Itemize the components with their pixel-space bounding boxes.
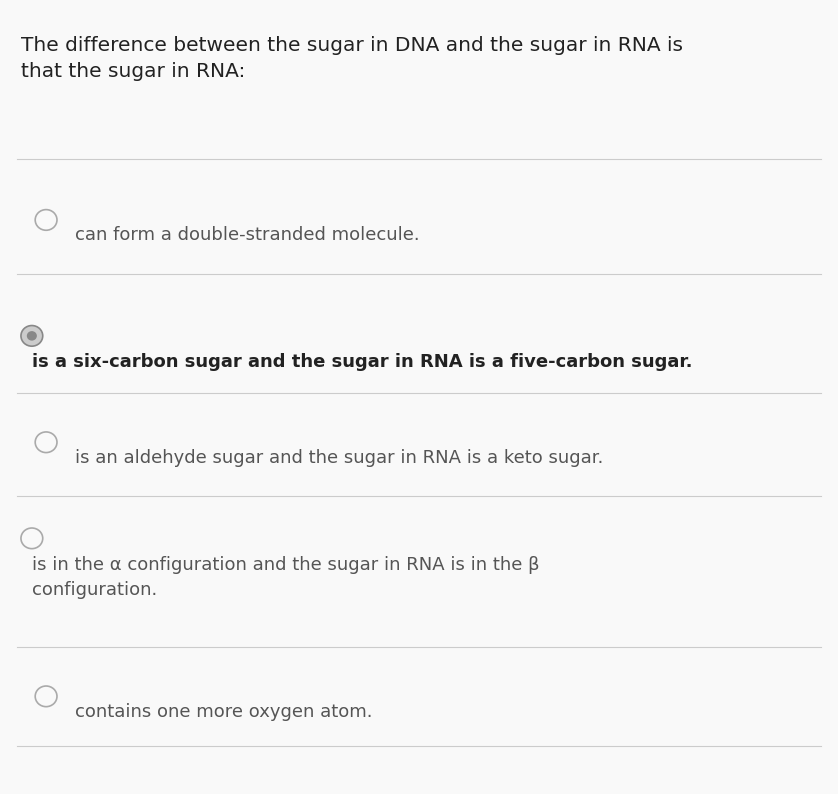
Text: is a six-carbon sugar and the sugar in RNA is a five-carbon sugar.: is a six-carbon sugar and the sugar in R… — [32, 353, 692, 372]
Text: contains one more oxygen atom.: contains one more oxygen atom. — [75, 703, 373, 721]
Text: The difference between the sugar in DNA and the sugar in RNA is
that the sugar i: The difference between the sugar in DNA … — [21, 36, 683, 81]
Circle shape — [27, 331, 37, 341]
Text: is in the α configuration and the sugar in RNA is in the β
configuration.: is in the α configuration and the sugar … — [32, 556, 540, 599]
Text: is an aldehyde sugar and the sugar in RNA is a keto sugar.: is an aldehyde sugar and the sugar in RN… — [75, 449, 604, 467]
Text: can form a double-stranded molecule.: can form a double-stranded molecule. — [75, 226, 420, 245]
Circle shape — [21, 326, 43, 346]
